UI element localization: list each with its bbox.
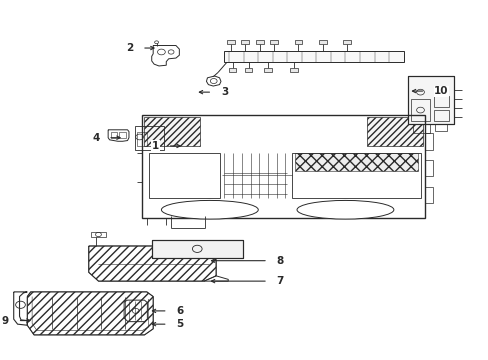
Text: 2: 2 bbox=[126, 43, 133, 53]
Text: 6: 6 bbox=[176, 306, 183, 316]
Text: 1: 1 bbox=[151, 141, 159, 151]
Bar bbox=[318, 40, 326, 44]
Bar bbox=[425, 187, 432, 203]
Bar bbox=[407, 76, 453, 125]
Bar bbox=[142, 116, 425, 218]
Bar bbox=[410, 99, 429, 121]
Bar bbox=[433, 96, 448, 107]
Text: 5: 5 bbox=[176, 319, 183, 329]
Bar bbox=[228, 68, 236, 72]
Bar bbox=[119, 132, 126, 138]
Bar bbox=[425, 134, 432, 149]
Bar bbox=[342, 40, 350, 44]
Bar bbox=[366, 117, 422, 146]
Text: 8: 8 bbox=[276, 256, 284, 266]
Text: 10: 10 bbox=[433, 86, 447, 96]
Bar bbox=[407, 76, 453, 125]
Bar bbox=[264, 68, 271, 72]
Bar bbox=[412, 125, 429, 134]
Bar bbox=[137, 132, 146, 146]
Bar bbox=[91, 231, 105, 237]
Bar bbox=[294, 153, 417, 171]
Bar bbox=[294, 40, 302, 44]
Bar bbox=[244, 68, 252, 72]
Bar bbox=[425, 160, 432, 176]
Bar bbox=[151, 239, 242, 258]
Text: 9: 9 bbox=[2, 316, 9, 325]
Bar bbox=[149, 153, 219, 198]
Bar bbox=[289, 68, 297, 72]
Bar bbox=[226, 40, 234, 44]
Bar bbox=[224, 51, 403, 62]
Text: 3: 3 bbox=[221, 87, 228, 97]
Text: 7: 7 bbox=[276, 276, 284, 286]
Bar bbox=[270, 40, 278, 44]
Bar bbox=[255, 40, 263, 44]
Ellipse shape bbox=[161, 201, 258, 219]
Bar bbox=[110, 132, 117, 138]
Ellipse shape bbox=[296, 201, 393, 219]
Text: 4: 4 bbox=[92, 133, 99, 143]
Bar bbox=[291, 153, 420, 198]
Bar bbox=[151, 239, 242, 258]
Bar bbox=[434, 125, 446, 131]
Bar bbox=[241, 40, 248, 44]
Bar bbox=[144, 117, 200, 146]
Bar bbox=[135, 126, 163, 149]
Bar bbox=[433, 110, 448, 121]
